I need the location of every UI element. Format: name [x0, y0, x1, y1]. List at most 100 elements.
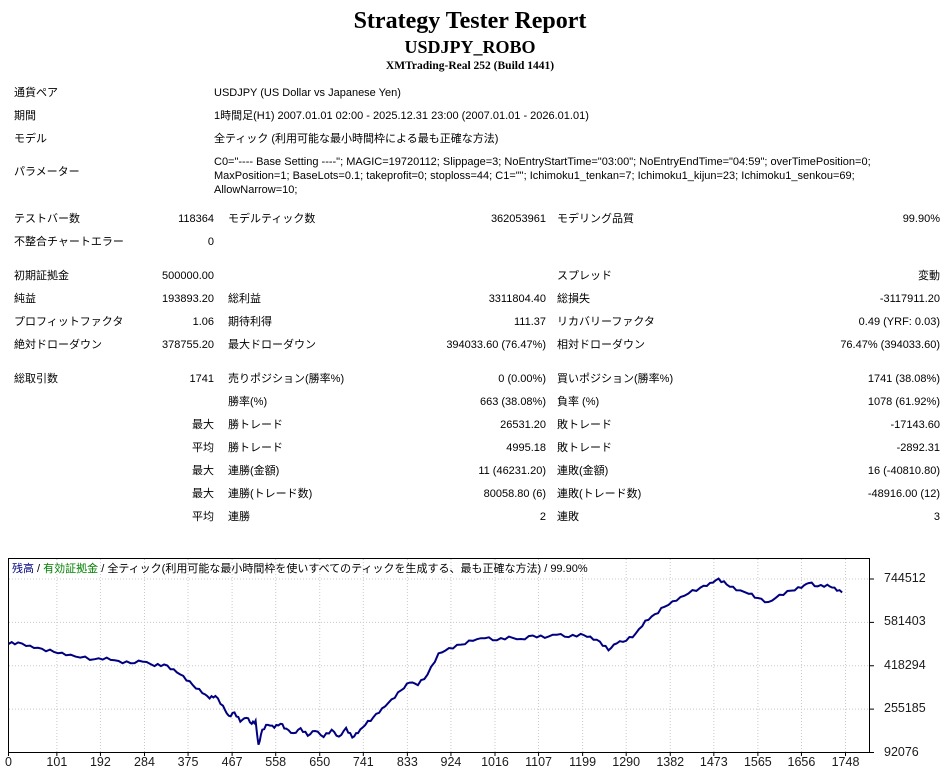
stat-label: 連敗(トレード数) [557, 488, 642, 500]
chart-legend: 残高 / 有効証拠金 / 全ティック(利用可能な最小時間枠を使いすべてのティック… [12, 560, 588, 576]
stat-label: 初期証拠金 [14, 270, 69, 282]
x-axis-tick-label: 1016 [481, 755, 509, 769]
stat-value: -48916.00 (12) [867, 488, 940, 500]
stat-label: 最大ドローダウン [228, 339, 316, 351]
y-axis-tick-label: 255185 [884, 701, 926, 716]
stat-value: 394033.60 (76.47%) [446, 339, 546, 351]
y-axis-tick-label: 418294 [884, 657, 926, 672]
x-axis-tick-label: 924 [440, 755, 462, 769]
stats-row: 最大 連勝(トレード数) 80058.80 (6) 連敗(トレード数) -48916.0… [0, 483, 940, 506]
info-row: パラメーター C0="---- Base Setting ----"; MAGIC… [0, 151, 940, 202]
stats-row: 純益 193893.20 総利益 3311804.40 総損失 -3117911.20 [0, 288, 940, 311]
stat-label: リカバリーファクタ [557, 316, 655, 328]
stat-label: 勝率(%) [228, 396, 268, 408]
stat-label [546, 231, 797, 254]
stat-value: 最大 [192, 488, 214, 500]
y-axis-tick-label: 92076 [884, 744, 919, 759]
stat-value: 1.06 [192, 316, 214, 328]
balance-chart-section: 残高 / 有効証拠金 / 全ティック(利用可能な最小時間枠を使いすべてのティック… [0, 558, 940, 778]
stat-value: 平均 [192, 442, 214, 454]
info-label: 通貨ペア [14, 87, 58, 99]
stat-value: 0 [207, 236, 214, 248]
x-axis-tick-label: 1748 [831, 755, 860, 769]
stat-label [14, 506, 144, 529]
stats-row: 総取引数 1741 売りポジション(勝率%) 0 (0.00%) 買いポジション(勝率%… [0, 368, 940, 391]
legend-separator: / [34, 563, 44, 575]
stat-value: 1741 (38.08%) [867, 373, 940, 385]
stats-row: 初期証拠金 500000.00 スプレッド 変動 [0, 265, 940, 288]
stat-value [144, 391, 214, 414]
stat-value: 500000.00 [162, 270, 214, 282]
stat-label [14, 414, 144, 437]
x-axis-tick-label: 192 [89, 755, 111, 769]
stats-row: 最大 連勝(金額) 11 (46231.20) 連敗(金額) 16 (-40810.80… [0, 460, 940, 483]
stat-value: 3 [933, 511, 940, 523]
x-axis-tick-label: 1565 [743, 755, 772, 769]
info-table: 通貨ペア USDJPY (US Dollar vs Japanese Yen) 期間… [0, 82, 940, 202]
stat-label [14, 483, 144, 506]
x-axis-tick-label: 375 [177, 755, 199, 769]
info-label: モデル [14, 133, 47, 145]
stat-label: 勝トレード [228, 419, 283, 431]
stats-row: 勝率(%) 663 (38.08%) 負率 (%) 1078 (61.92%) [0, 391, 940, 414]
stat-value: -3117911.20 [879, 293, 940, 305]
balance-chart: 残高 / 有効証拠金 / 全ティック(利用可能な最小時間枠を使いすべてのティック… [5, 558, 926, 769]
x-axis-tick-label: 1290 [612, 755, 641, 769]
stat-value: 1078 (61.92%) [867, 396, 940, 408]
legend-model-label: 全ティック(利用可能な最小時間枠を使いすべてのティックを生成する、最も正確な方法… [107, 563, 542, 575]
chart-border [8, 558, 870, 753]
stat-label: プロフィットファクタ [14, 316, 124, 328]
stat-label: 連敗(金額) [557, 465, 609, 477]
x-axis-tick-label: 741 [352, 755, 374, 769]
info-value: USDJPY (US Dollar vs Japanese Yen) [214, 87, 401, 99]
chart-svg [7, 558, 874, 756]
report-header: Strategy Tester Report USDJPY_ROBO XMTra… [0, 8, 940, 72]
stat-value: 193893.20 [162, 293, 214, 305]
stat-label: 純益 [14, 293, 36, 305]
stat-value [797, 231, 940, 254]
x-axis-tick-label: 1199 [569, 755, 597, 769]
stat-value: 1741 [189, 373, 214, 385]
stat-label: 敗トレード [557, 442, 612, 454]
stats-row: 平均 勝トレード 4995.18 敗トレード -2892.31 [0, 437, 940, 460]
stat-value: 3311804.40 [488, 293, 546, 305]
info-row: 通貨ペア USDJPY (US Dollar vs Japanese Yen) [0, 82, 940, 105]
stat-label: 総取引数 [14, 373, 58, 385]
stat-label: 敗トレード [557, 419, 612, 431]
info-value: 全ティック (利用可能な最小時間枠による最も正確な方法) [214, 133, 499, 145]
stat-value: 0.49 (YRF: 0.03) [858, 316, 940, 328]
y-axis-tick-label: 581403 [884, 614, 926, 629]
stat-value: 2 [539, 511, 546, 523]
info-label: パラメーター [14, 166, 80, 178]
x-axis-tick-label: 467 [221, 755, 243, 769]
stats-row: 絶対ドローダウン 378755.20 最大ドローダウン 394033.60 (76.4… [0, 334, 940, 357]
stat-label: 買いポジション(勝率%) [557, 373, 674, 385]
stat-value: 80058.80 (6) [483, 488, 546, 500]
stat-label: 絶対ドローダウン [14, 339, 102, 351]
stat-label: モデルティック数 [228, 213, 316, 225]
stat-value: 最大 [192, 419, 214, 431]
report-title: Strategy Tester Report [353, 8, 587, 34]
x-axis-tick-label: 0 [5, 755, 12, 769]
legend-quality-label: 99.90% [550, 563, 588, 575]
stat-value: 26531.20 [500, 419, 546, 431]
y-axis-tick-label: 744512 [884, 571, 926, 585]
stat-value: 118364 [178, 213, 214, 225]
stat-label: モデリング品質 [557, 213, 634, 225]
stat-value: -17143.60 [890, 419, 940, 431]
x-axis-tick-label: 1473 [699, 755, 728, 769]
stat-label [214, 231, 428, 254]
stat-label: 負率 (%) [557, 396, 600, 408]
stat-label: 期待利得 [228, 316, 272, 328]
stat-value: 11 (46231.20) [478, 465, 546, 477]
info-value: C0="---- Base Setting ----"; MAGIC=19720… [214, 156, 871, 196]
x-axis-tick-label: 284 [134, 755, 155, 769]
stat-value: -2892.31 [896, 442, 940, 454]
info-row: モデル 全ティック (利用可能な最小時間枠による最も正確な方法) [0, 128, 940, 151]
info-row: 期間 1時間足(H1) 2007.01.01 02:00 - 2025.12.31… [0, 105, 940, 128]
stat-label: 連敗 [557, 511, 579, 523]
stat-label: 勝トレード [228, 442, 283, 454]
stat-value: 0 (0.00%) [498, 373, 546, 385]
stat-value: 最大 [192, 465, 214, 477]
